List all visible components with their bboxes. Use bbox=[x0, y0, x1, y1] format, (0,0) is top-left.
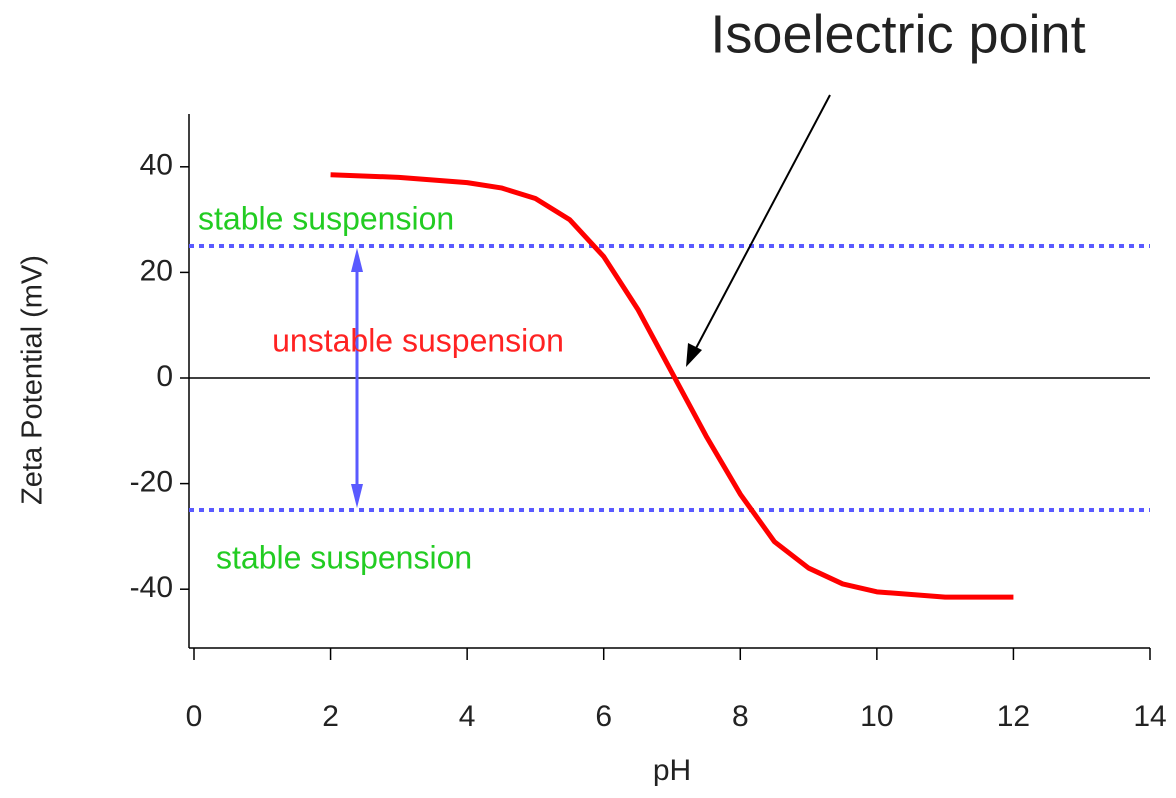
arrow-head bbox=[351, 484, 363, 508]
x-tick-label: 8 bbox=[732, 700, 749, 733]
x-tick-label: 0 bbox=[186, 700, 203, 733]
y-tick-label: 0 bbox=[156, 360, 173, 393]
x-tick-label: 2 bbox=[322, 700, 339, 733]
x-tick-label: 10 bbox=[860, 700, 893, 733]
annotation: stable suspension bbox=[198, 200, 454, 236]
y-axis-label: Zeta Potential (mV) bbox=[17, 255, 49, 505]
data-line bbox=[330, 172, 1014, 600]
y-tick-label: 40 bbox=[140, 149, 173, 182]
pointer-head bbox=[686, 343, 702, 367]
y-tick-label: -40 bbox=[130, 571, 173, 604]
x-tick-label: 12 bbox=[997, 700, 1030, 733]
arrow-head bbox=[351, 248, 363, 272]
x-tick-label: 6 bbox=[595, 700, 612, 733]
pointer-line bbox=[693, 94, 831, 353]
x-tick-label: 14 bbox=[1133, 700, 1166, 733]
annotation: stable suspension bbox=[216, 539, 472, 575]
x-tick-label: 4 bbox=[459, 700, 476, 733]
chart-title: Isoelectric point bbox=[710, 4, 1085, 64]
y-tick-label: 20 bbox=[140, 254, 173, 287]
x-axis-label: pH bbox=[653, 754, 691, 787]
y-tick-label: -20 bbox=[130, 466, 173, 499]
annotation: unstable suspension bbox=[272, 322, 564, 358]
